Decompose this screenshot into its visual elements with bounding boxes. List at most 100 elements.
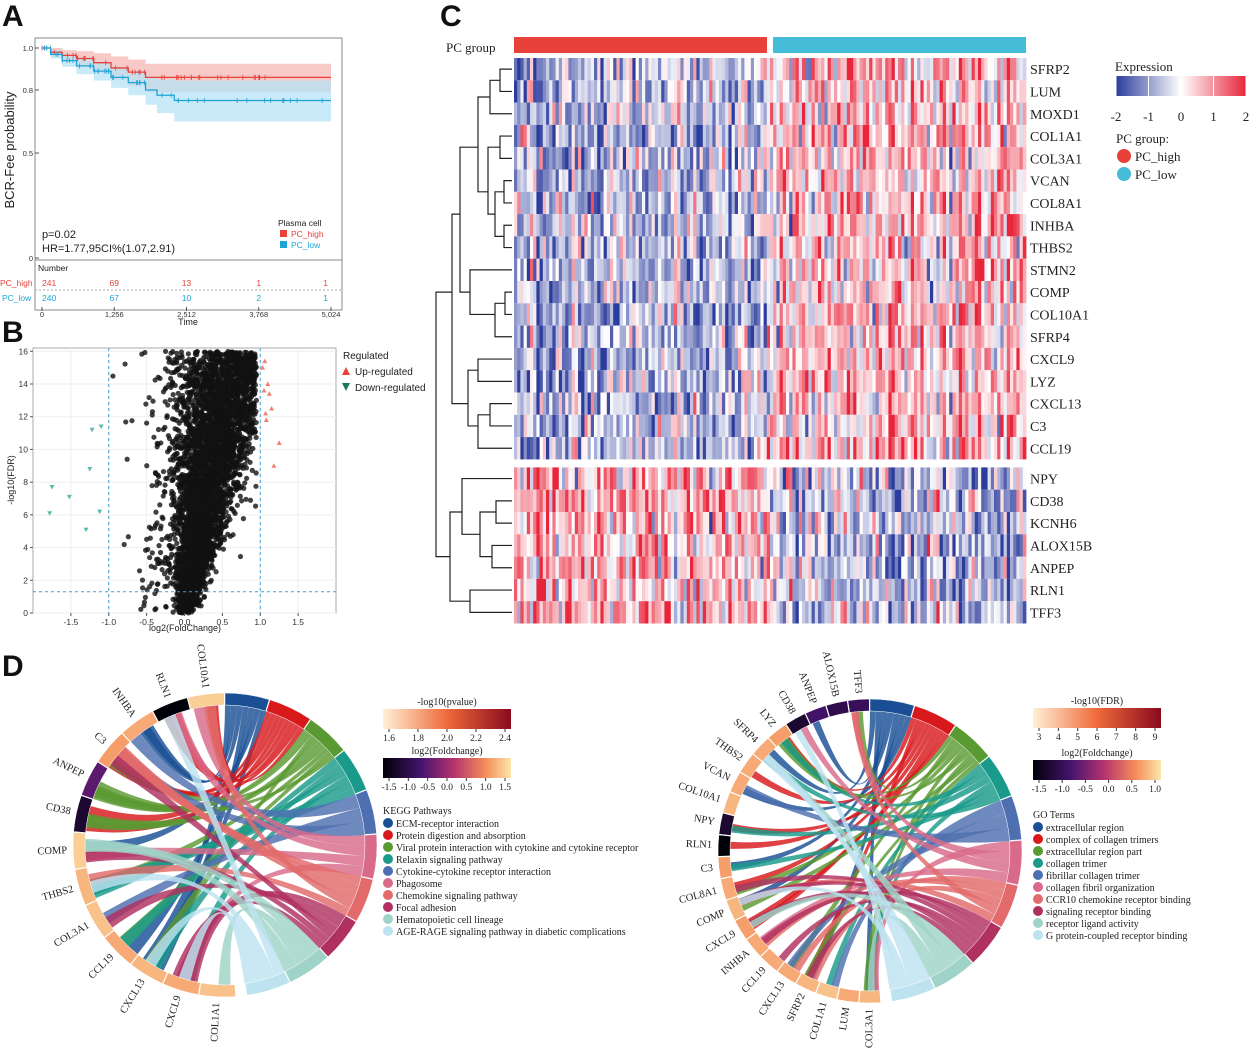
heatmap-cell: [699, 102, 704, 125]
heatmap-cell: [869, 102, 873, 125]
heatmap-cell: [792, 58, 796, 81]
heatmap-cell: [760, 80, 764, 103]
heatmap-cell: [805, 102, 809, 125]
heatmap-cell: [862, 102, 867, 125]
heatmap-cell: [952, 58, 956, 81]
heatmap-cell: [616, 102, 620, 125]
heatmap-cell: [974, 58, 979, 81]
heatmap-cell: [923, 58, 928, 81]
heatmap-cell: [635, 102, 640, 125]
heatmap-cell: [862, 58, 867, 81]
heatmap-cell: [763, 58, 768, 81]
heatmap-cell: [587, 58, 592, 81]
heatmap-cell: [533, 58, 537, 81]
heatmap-cell: [629, 102, 633, 125]
volcano-up-point: [263, 417, 269, 422]
km-at-risk-count: 1: [256, 278, 261, 288]
heatmap-cell: [715, 102, 720, 125]
volcano-point: [200, 454, 206, 460]
heatmap-cell: [1013, 58, 1017, 81]
volcano-point: [194, 543, 201, 549]
volcano-point: [180, 482, 186, 488]
heatmap-cell: [626, 58, 630, 81]
heatmap-cell: [872, 58, 876, 81]
volcano-point: [175, 509, 182, 516]
heatmap-cell: [530, 102, 534, 125]
heatmap-cell: [517, 80, 521, 103]
heatmap-cell: [571, 80, 576, 103]
heatmap-cell: [590, 80, 595, 103]
volcano-point: [167, 567, 173, 573]
volcano-point: [136, 568, 143, 574]
volcano-point: [174, 417, 180, 423]
volcano-point: [234, 502, 240, 508]
heatmap-cell: [642, 102, 646, 125]
volcano-point: [212, 460, 218, 466]
km-panel: 00.50.81.0 0 1,256 2,512 3,768 5,024 241 69 13…: [0, 37, 343, 327]
volcano-point: [191, 443, 198, 449]
volcano-point: [192, 427, 198, 433]
volcano-point: [187, 492, 193, 498]
volcano-point: [164, 575, 170, 581]
heatmap-cell: [587, 102, 592, 125]
volcano-point: [167, 554, 174, 561]
volcano-point: [242, 349, 248, 355]
volcano-point: [249, 393, 255, 400]
heatmap-cell: [555, 58, 560, 81]
volcano-point: [191, 470, 197, 476]
heatmap-cell: [1013, 80, 1017, 103]
volcano-point: [195, 511, 201, 518]
heatmap-cell: [802, 80, 806, 103]
volcano-point: [153, 587, 159, 594]
heatmap-cell: [933, 58, 937, 81]
heatmap-cell: [664, 58, 668, 81]
heatmap-cell: [786, 80, 790, 103]
heatmap-cell: [549, 102, 553, 125]
heatmap-cell: [613, 80, 617, 103]
heatmap-cell: [658, 102, 662, 125]
volcano-point: [243, 475, 250, 481]
volcano-point: [179, 600, 185, 606]
volcano-point: [196, 467, 202, 473]
heatmap-cell: [734, 102, 739, 125]
heatmap-cell: [680, 80, 684, 103]
volcano-point: [216, 386, 222, 392]
volcano-point: [246, 357, 252, 363]
volcano-point: [221, 471, 228, 477]
heatmap-cell: [946, 58, 950, 81]
volcano-point: [165, 432, 172, 439]
heatmap-cell: [837, 102, 841, 125]
heatmap-cell: [587, 80, 592, 103]
heatmap-cell: [526, 80, 531, 103]
volcano-point: [242, 415, 248, 421]
km-at-risk-count: 2: [256, 293, 261, 303]
heatmap-cell: [942, 80, 947, 103]
volcano-point: [245, 385, 251, 391]
volcano-point: [121, 541, 127, 548]
heatmap-cell: [907, 58, 912, 81]
heatmap-cell: [722, 58, 726, 81]
heatmap-cell: [651, 102, 656, 125]
volcano-point: [180, 459, 186, 465]
heatmap-cell: [917, 58, 921, 81]
volcano-point: [147, 583, 153, 590]
heatmap-cell: [846, 102, 851, 125]
heatmap-cell: [962, 58, 966, 81]
volcano-point: [251, 379, 257, 385]
volcano-point: [186, 472, 192, 478]
volcano-up-point: [276, 440, 282, 445]
heatmap-cell: [885, 102, 889, 125]
heatmap-cell: [878, 102, 883, 125]
heatmap-cell: [942, 58, 947, 81]
volcano-y-tick-label: 4: [23, 543, 28, 553]
heatmap-cell: [552, 102, 556, 125]
volcano-point: [201, 474, 207, 480]
heatmap-cell: [581, 102, 585, 125]
volcano-point: [175, 467, 181, 473]
volcano-point: [201, 359, 207, 365]
heatmap-cell: [866, 102, 870, 125]
volcano-up-point: [266, 391, 272, 396]
volcano-point: [253, 483, 259, 489]
volcano-point: [185, 351, 191, 357]
volcano-point: [198, 420, 204, 426]
